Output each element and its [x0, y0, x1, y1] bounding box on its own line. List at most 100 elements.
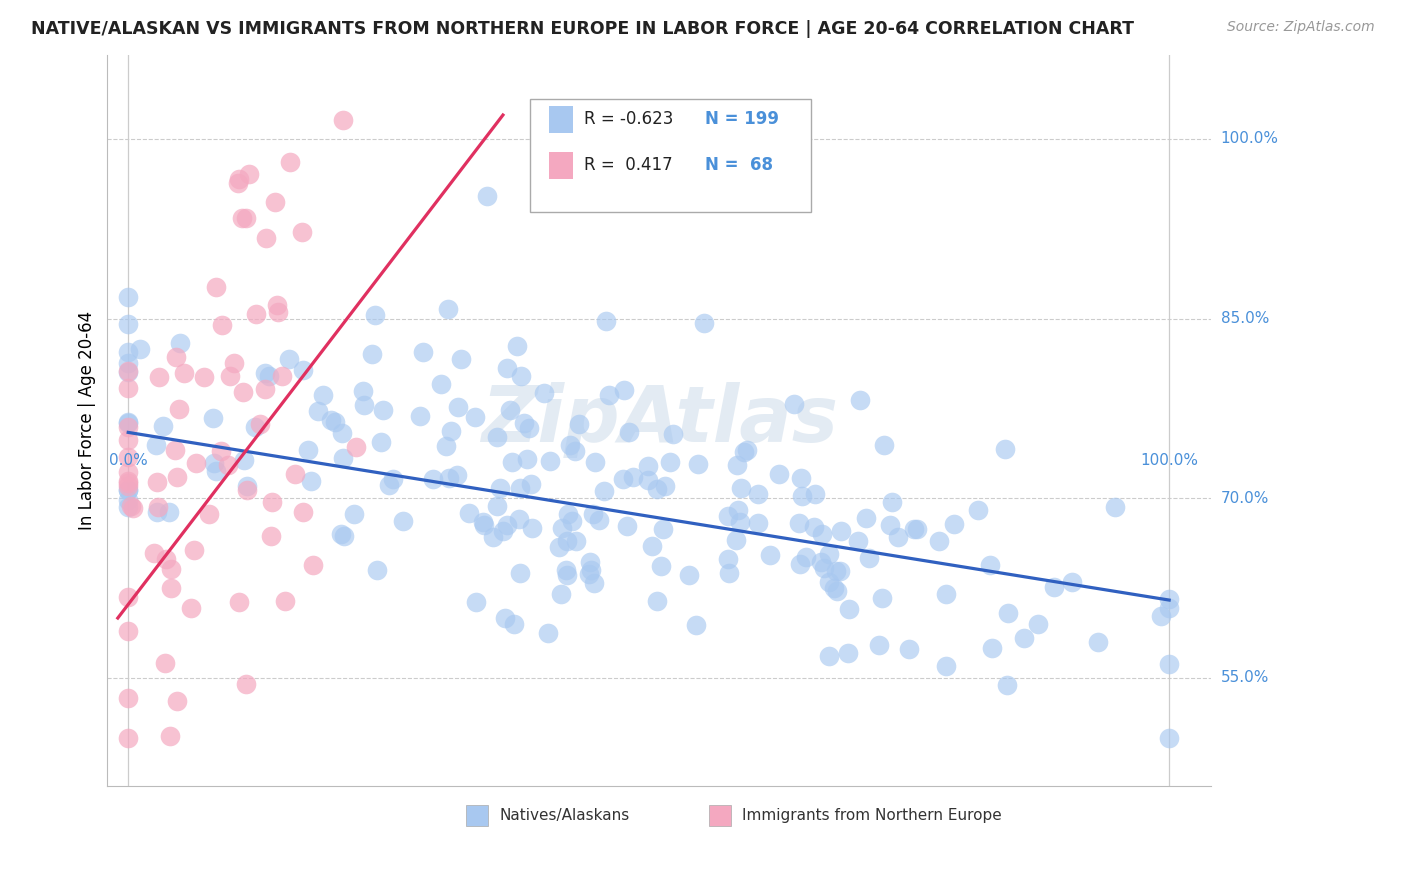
Bar	[465, 805, 488, 826]
Point	[217, 458, 239, 473]
Point	[520, 521, 543, 535]
Point	[818, 648, 841, 663]
Point	[160, 561, 183, 575]
Point	[450, 351, 472, 366]
Point	[870, 591, 893, 605]
Point	[873, 438, 896, 452]
Point	[346, 440, 368, 454]
Point	[979, 558, 1001, 572]
Point	[903, 522, 925, 536]
Point	[263, 195, 285, 210]
Point	[488, 481, 510, 495]
Point	[1042, 580, 1064, 594]
Point	[1150, 609, 1173, 624]
Point	[446, 400, 468, 414]
Point	[858, 551, 880, 566]
Point	[117, 356, 139, 370]
Point	[117, 364, 139, 378]
Point	[323, 415, 346, 429]
Point	[231, 211, 253, 225]
Point	[517, 420, 540, 434]
Point	[747, 487, 769, 501]
Point	[202, 456, 225, 470]
Point	[825, 564, 848, 578]
Point	[789, 471, 811, 485]
Point	[502, 616, 524, 631]
Point	[352, 384, 374, 398]
Point	[472, 515, 495, 529]
Point	[565, 534, 588, 549]
Point	[499, 402, 522, 417]
Point	[727, 503, 749, 517]
Point	[475, 189, 498, 203]
Point	[887, 530, 910, 544]
Point	[222, 356, 245, 370]
Point	[249, 417, 271, 432]
Point	[733, 444, 755, 458]
Point	[446, 467, 468, 482]
Point	[204, 279, 226, 293]
Point	[259, 529, 281, 543]
Point	[551, 521, 574, 535]
Point	[117, 434, 139, 448]
Point	[122, 500, 145, 515]
Point	[245, 307, 267, 321]
Point	[458, 506, 481, 520]
Point	[520, 476, 543, 491]
Point	[117, 416, 139, 430]
Point	[810, 526, 832, 541]
Point	[437, 301, 460, 316]
Point	[302, 558, 325, 572]
Point	[555, 534, 578, 549]
Point	[555, 568, 578, 582]
Point	[205, 465, 228, 479]
Point	[193, 369, 215, 384]
Point	[598, 388, 620, 402]
Point	[332, 112, 354, 127]
Point	[117, 365, 139, 379]
Point	[848, 533, 870, 548]
Point	[803, 520, 825, 534]
Point	[219, 369, 242, 384]
Point	[120, 499, 142, 513]
Text: 85.0%: 85.0%	[1220, 311, 1268, 326]
Point	[409, 409, 432, 424]
Point	[235, 677, 257, 691]
Point	[823, 581, 845, 595]
Point	[370, 434, 392, 449]
Point	[737, 443, 759, 458]
Point	[440, 424, 463, 438]
Point	[583, 575, 606, 590]
Point	[560, 438, 582, 452]
Point	[501, 455, 523, 469]
Point	[581, 563, 603, 577]
Point	[253, 366, 276, 380]
Point	[759, 548, 782, 562]
Point	[650, 559, 672, 574]
Point	[581, 508, 603, 522]
Point	[928, 534, 950, 549]
Point	[117, 381, 139, 395]
Point	[392, 514, 415, 528]
Point	[260, 494, 283, 508]
Point	[412, 345, 434, 359]
Point	[935, 659, 957, 673]
Point	[437, 471, 460, 485]
Point	[152, 418, 174, 433]
Point	[641, 539, 664, 553]
Point	[548, 540, 571, 554]
Point	[995, 678, 1018, 692]
Point	[253, 382, 276, 396]
Point	[661, 427, 683, 442]
Point	[236, 479, 259, 493]
Point	[117, 493, 139, 508]
Point	[830, 564, 852, 578]
Point	[717, 552, 740, 566]
Point	[236, 483, 259, 498]
Text: 0.0%: 0.0%	[108, 453, 148, 468]
Point	[509, 566, 531, 580]
Point	[855, 511, 877, 525]
Text: N = 199: N = 199	[706, 111, 779, 128]
Point	[291, 225, 314, 239]
Point	[472, 518, 495, 533]
